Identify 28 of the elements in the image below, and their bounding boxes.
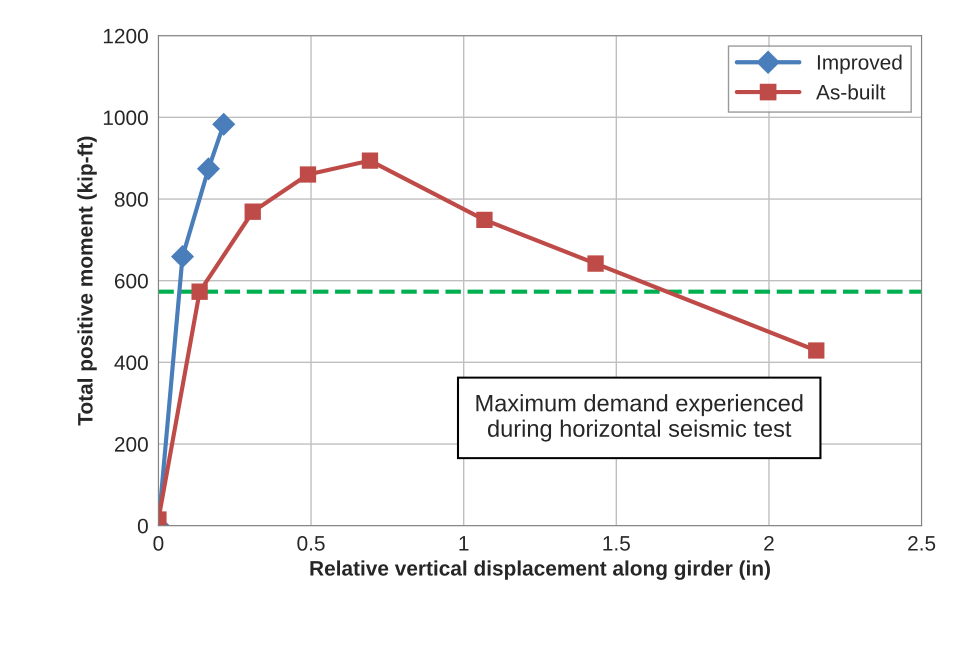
point (808, 342, 824, 359)
y-tick-label: 800 (114, 192, 148, 207)
x-tick-label: 0.5 (297, 536, 325, 551)
point (362, 152, 378, 169)
y-tick-label: 400 (114, 355, 148, 370)
y-tick-label: 0 (138, 518, 148, 534)
x-tick-label: 1.5 (603, 536, 630, 551)
y-tick-label: 1000 (104, 110, 148, 126)
y-tick-label: 600 (114, 274, 148, 288)
point (197, 157, 220, 180)
annotation: Maximum demand experienced during horizontal seismic test (476, 394, 802, 442)
point (587, 255, 604, 272)
x-tick-label: 1 (459, 536, 468, 551)
x-tick-label: 2 (764, 536, 774, 551)
x-axis-title: Relative vertical displacement along girder (in) (310, 560, 770, 580)
point (300, 166, 316, 183)
point (191, 284, 208, 300)
y-tick-label: 1200 (104, 28, 148, 44)
y-tick-label: 200 (114, 437, 148, 452)
x-tick-label: 0 (153, 536, 164, 551)
point (212, 112, 236, 136)
legend-label: As-built (816, 84, 886, 100)
point (244, 204, 261, 220)
y-axis-title: Total positive moment (kip-ft) (77, 136, 97, 426)
point (476, 212, 493, 228)
x-tick-label: 2.5 (908, 536, 936, 551)
point (171, 245, 194, 268)
legend-label: Improved (818, 54, 902, 74)
